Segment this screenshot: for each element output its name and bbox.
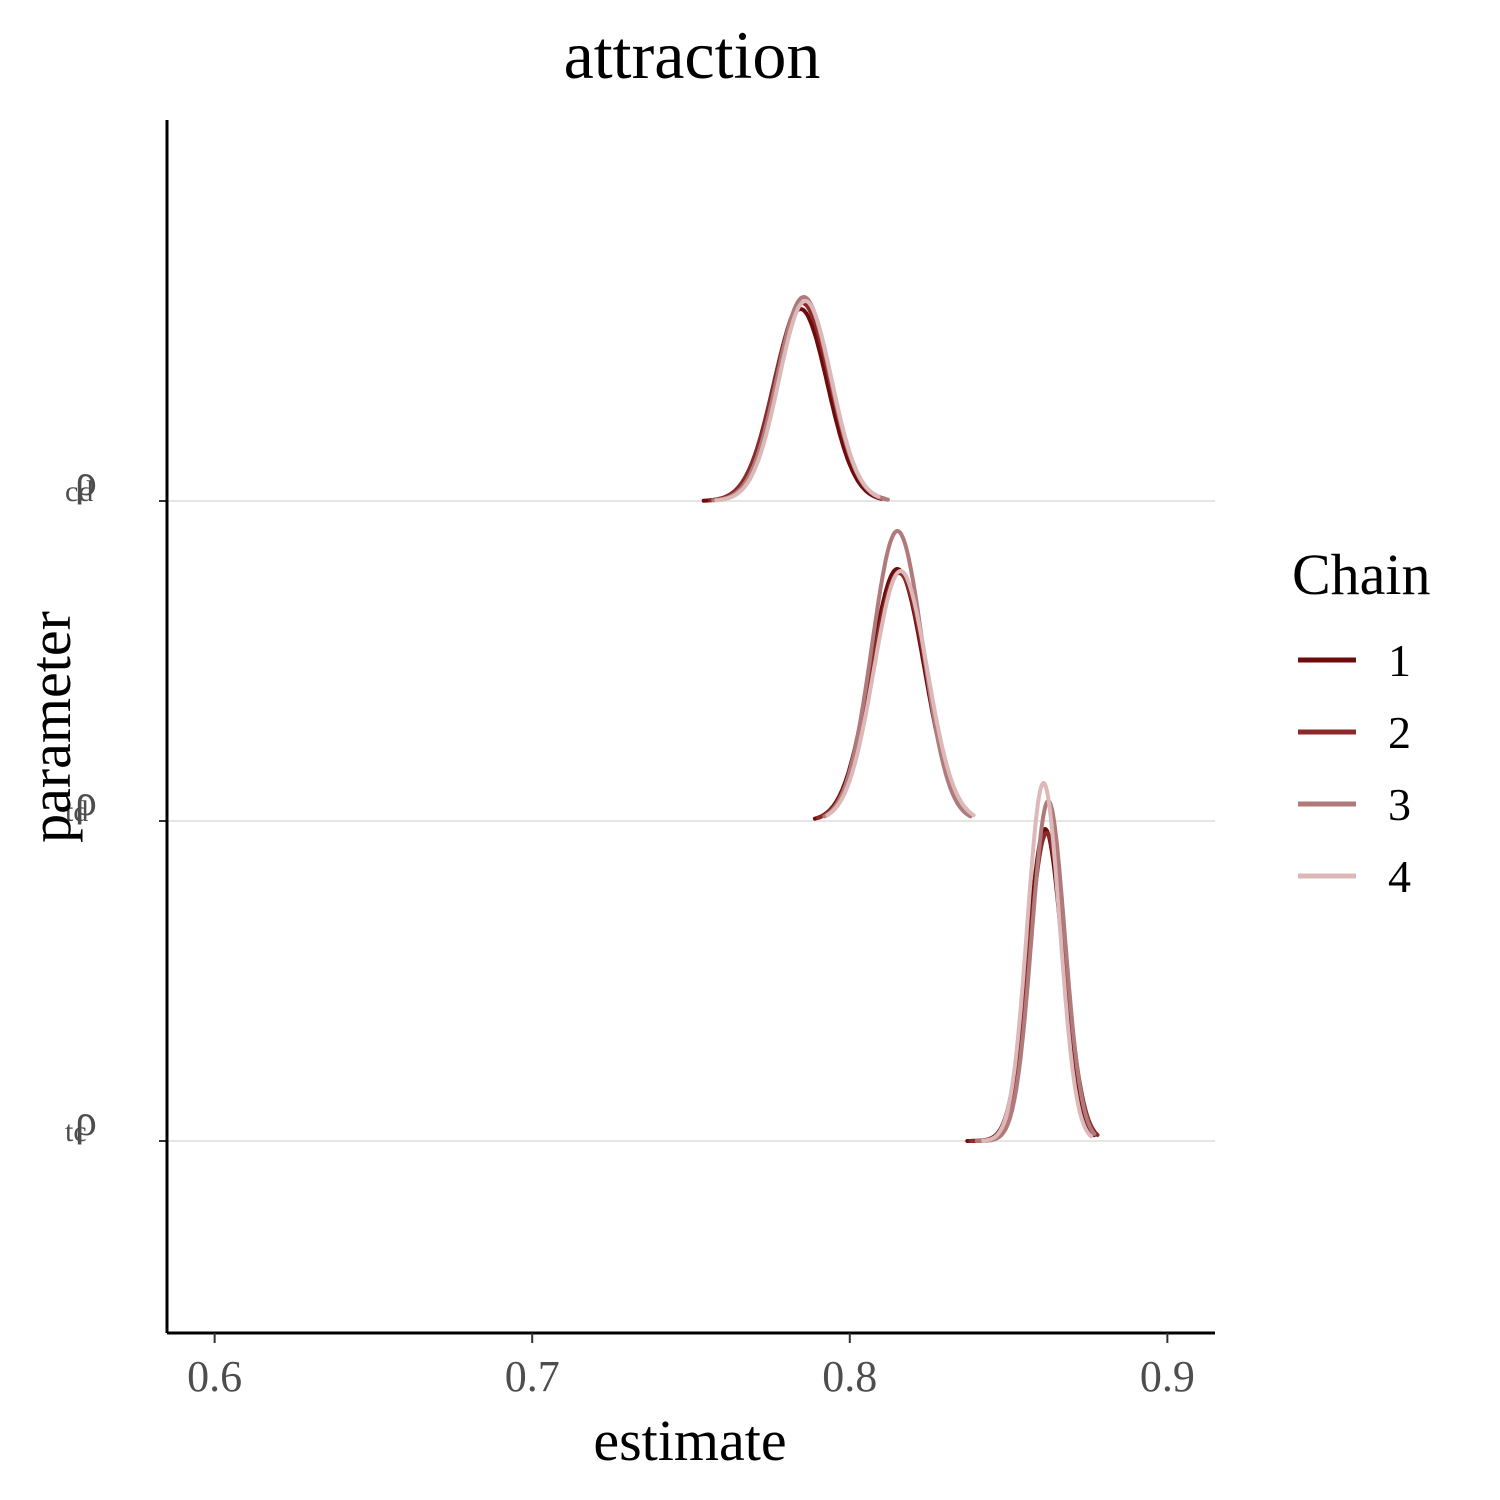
density-tc-chain-3 — [974, 799, 1097, 1143]
legend-label-4: 4 — [1388, 851, 1411, 902]
legend-title: Chain — [1292, 542, 1431, 607]
density-td-chain-4 — [825, 569, 976, 818]
y-tick-label-tc: ρ — [75, 1096, 97, 1145]
density-cd-chain-4 — [714, 299, 881, 503]
legend-items: 1 2 3 4 — [1298, 635, 1411, 902]
x-axis-title: estimate — [593, 1408, 786, 1473]
density-tc-chain-4 — [981, 781, 1094, 1143]
density-td-chain-2 — [816, 571, 970, 820]
gridlines — [167, 500, 1215, 1142]
x-tick-label: 0.8 — [822, 1352, 877, 1401]
density-td-chain-3 — [822, 529, 973, 819]
y-tick-sub-td: td — [65, 795, 88, 828]
x-tick-label: 0.9 — [1140, 1352, 1195, 1401]
y-tick-sub-tc: tc — [65, 1115, 87, 1148]
density-cd-chain-3 — [711, 295, 890, 503]
density-td-chain-1 — [812, 567, 967, 821]
legend-label-3: 3 — [1388, 779, 1411, 830]
y-tick-sub-cd: cd — [65, 475, 93, 508]
y-tick-label-cd: ρ — [75, 456, 97, 505]
y-tick-label-td: ρ — [75, 776, 97, 825]
chart-title: attraction — [564, 17, 821, 93]
legend-label-2: 2 — [1388, 707, 1411, 758]
x-tick-label: 0.7 — [505, 1352, 560, 1401]
density-curves — [701, 295, 1100, 1143]
x-tick-label: 0.6 — [187, 1352, 242, 1401]
legend-label-1: 1 — [1388, 635, 1411, 686]
y-axis-title: parameter — [18, 611, 83, 843]
legend: Chain 1 2 3 4 — [1292, 542, 1431, 902]
